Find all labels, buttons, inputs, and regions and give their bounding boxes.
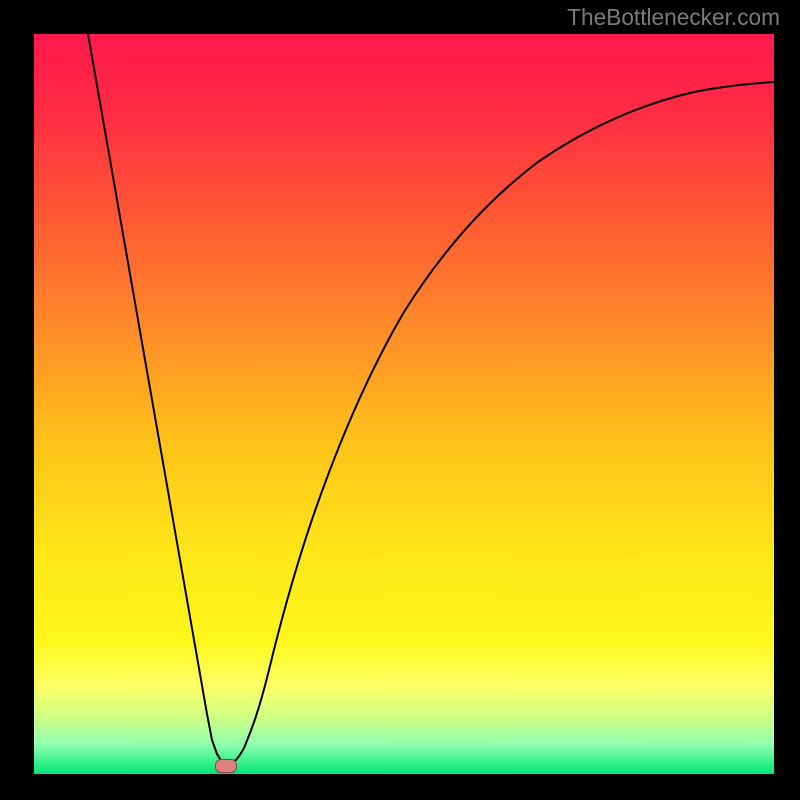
optimal-point-marker bbox=[215, 759, 237, 773]
bottleneck-curve-svg bbox=[0, 0, 800, 800]
chart-container: TheBottlenecker.com bbox=[0, 0, 800, 800]
watermark-attribution: TheBottlenecker.com bbox=[567, 4, 780, 31]
curve-right-branch bbox=[228, 82, 774, 764]
curve-left-branch bbox=[88, 34, 228, 764]
